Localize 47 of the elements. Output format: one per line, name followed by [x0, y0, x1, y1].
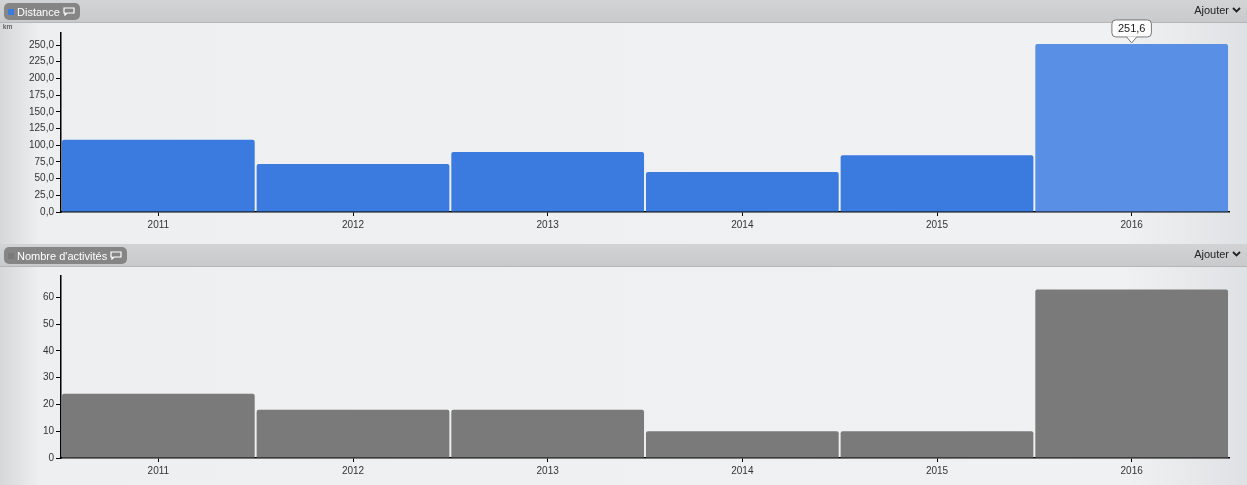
bar [1035, 43, 1229, 212]
y-tick-label: 0,0 [40, 205, 55, 217]
x-tick-label: 2012 [341, 464, 365, 476]
y-tick-label: 0 [48, 451, 55, 463]
y-tick-label: 200,0 [28, 72, 55, 84]
bar [451, 409, 645, 458]
bar [840, 155, 1034, 212]
x-tick-label: 2012 [341, 218, 365, 230]
y-tick-label: 75,0 [34, 155, 55, 167]
bar [645, 171, 839, 212]
x-tick-label: 2014 [731, 464, 754, 476]
x-tick-label: 2015 [925, 218, 949, 230]
bar [61, 139, 255, 212]
bar [256, 163, 450, 212]
bar [256, 409, 450, 458]
y-tick-label: 20 [42, 398, 55, 410]
y-tick-label: 150,0 [28, 105, 55, 117]
bar [61, 393, 255, 458]
x-tick-label: 2011 [147, 218, 170, 230]
y-tick-label: 225,0 [28, 55, 55, 67]
bar [645, 431, 839, 458]
y-tick-label: 25,0 [34, 189, 55, 201]
y-tick-label: 50,0 [34, 172, 55, 184]
x-tick-label: 2016 [1120, 464, 1144, 476]
y-tick-label: 30 [42, 371, 55, 383]
chart-title: Distance [17, 5, 60, 18]
x-tick-label: 2016 [1120, 218, 1144, 230]
y-tick-label: 60 [42, 291, 55, 303]
text: Ajouter [1194, 4, 1229, 16]
y-tick-label: 50 [42, 317, 55, 329]
y-tick-label: 100,0 [28, 138, 55, 150]
x-tick-label: 2011 [147, 464, 170, 476]
y-tick-label: 10 [42, 424, 55, 436]
bar [451, 151, 645, 212]
y-tick-label: 40 [42, 344, 55, 356]
x-tick-label: 2014 [731, 218, 754, 230]
bar [840, 431, 1034, 458]
y-tick-label: 125,0 [28, 122, 55, 134]
chart-title: Nombre d'activités [17, 249, 108, 262]
text: Ajouter [1194, 248, 1229, 260]
x-tick-label: 2013 [536, 464, 560, 476]
bar [1035, 289, 1229, 458]
y-tick-label: 250,0 [28, 38, 55, 50]
y-tick-label: 175,0 [28, 88, 55, 100]
data-label: 251,6 [1117, 21, 1146, 34]
x-tick-label: 2013 [536, 218, 560, 230]
x-tick-label: 2015 [925, 464, 949, 476]
